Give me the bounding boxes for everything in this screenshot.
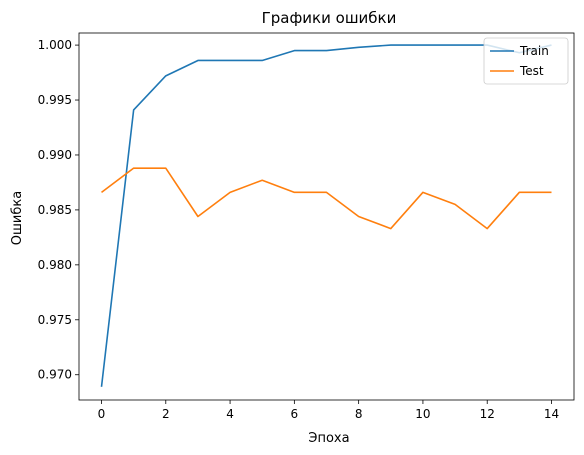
series-line-test (101, 167, 552, 230)
x-tick-label: 10 (415, 407, 430, 421)
x-tick-label: 0 (98, 407, 106, 421)
y-tick-label: 0.970 (38, 368, 72, 382)
x-tick-label: 2 (162, 407, 170, 421)
x-axis-label: Эпоха (308, 431, 349, 446)
series-layer (100, 44, 552, 387)
y-axis-label: Ошибка (10, 191, 25, 245)
y-axis: 0.970 0.975 0.980 0.985 0.990 0.995 1.000 (38, 38, 79, 382)
x-axis: 0 2 4 6 8 10 12 14 (98, 400, 559, 421)
x-tick-label: 8 (355, 407, 363, 421)
y-tick-label: 0.985 (38, 203, 72, 217)
x-tick-label: 12 (480, 407, 495, 421)
y-tick-label: 0.990 (38, 148, 72, 162)
x-tick-label: 14 (544, 407, 559, 421)
x-tick-label: 4 (226, 407, 234, 421)
legend-label-test: Test (519, 64, 544, 78)
series-line-train (100, 44, 552, 387)
y-tick-label: 0.980 (38, 258, 72, 272)
y-tick-label: 0.975 (38, 313, 72, 327)
legend-box (483, 37, 569, 85)
plot-area (78, 32, 575, 401)
legend: Train Test (483, 37, 569, 85)
chart-title: Графики ошибки (262, 9, 397, 27)
y-tick-label: 0.995 (38, 93, 72, 107)
legend-label-train: Train (519, 44, 549, 58)
plot-frame (78, 32, 575, 401)
x-tick-label: 6 (291, 407, 299, 421)
y-tick-label: 1.000 (38, 38, 72, 52)
